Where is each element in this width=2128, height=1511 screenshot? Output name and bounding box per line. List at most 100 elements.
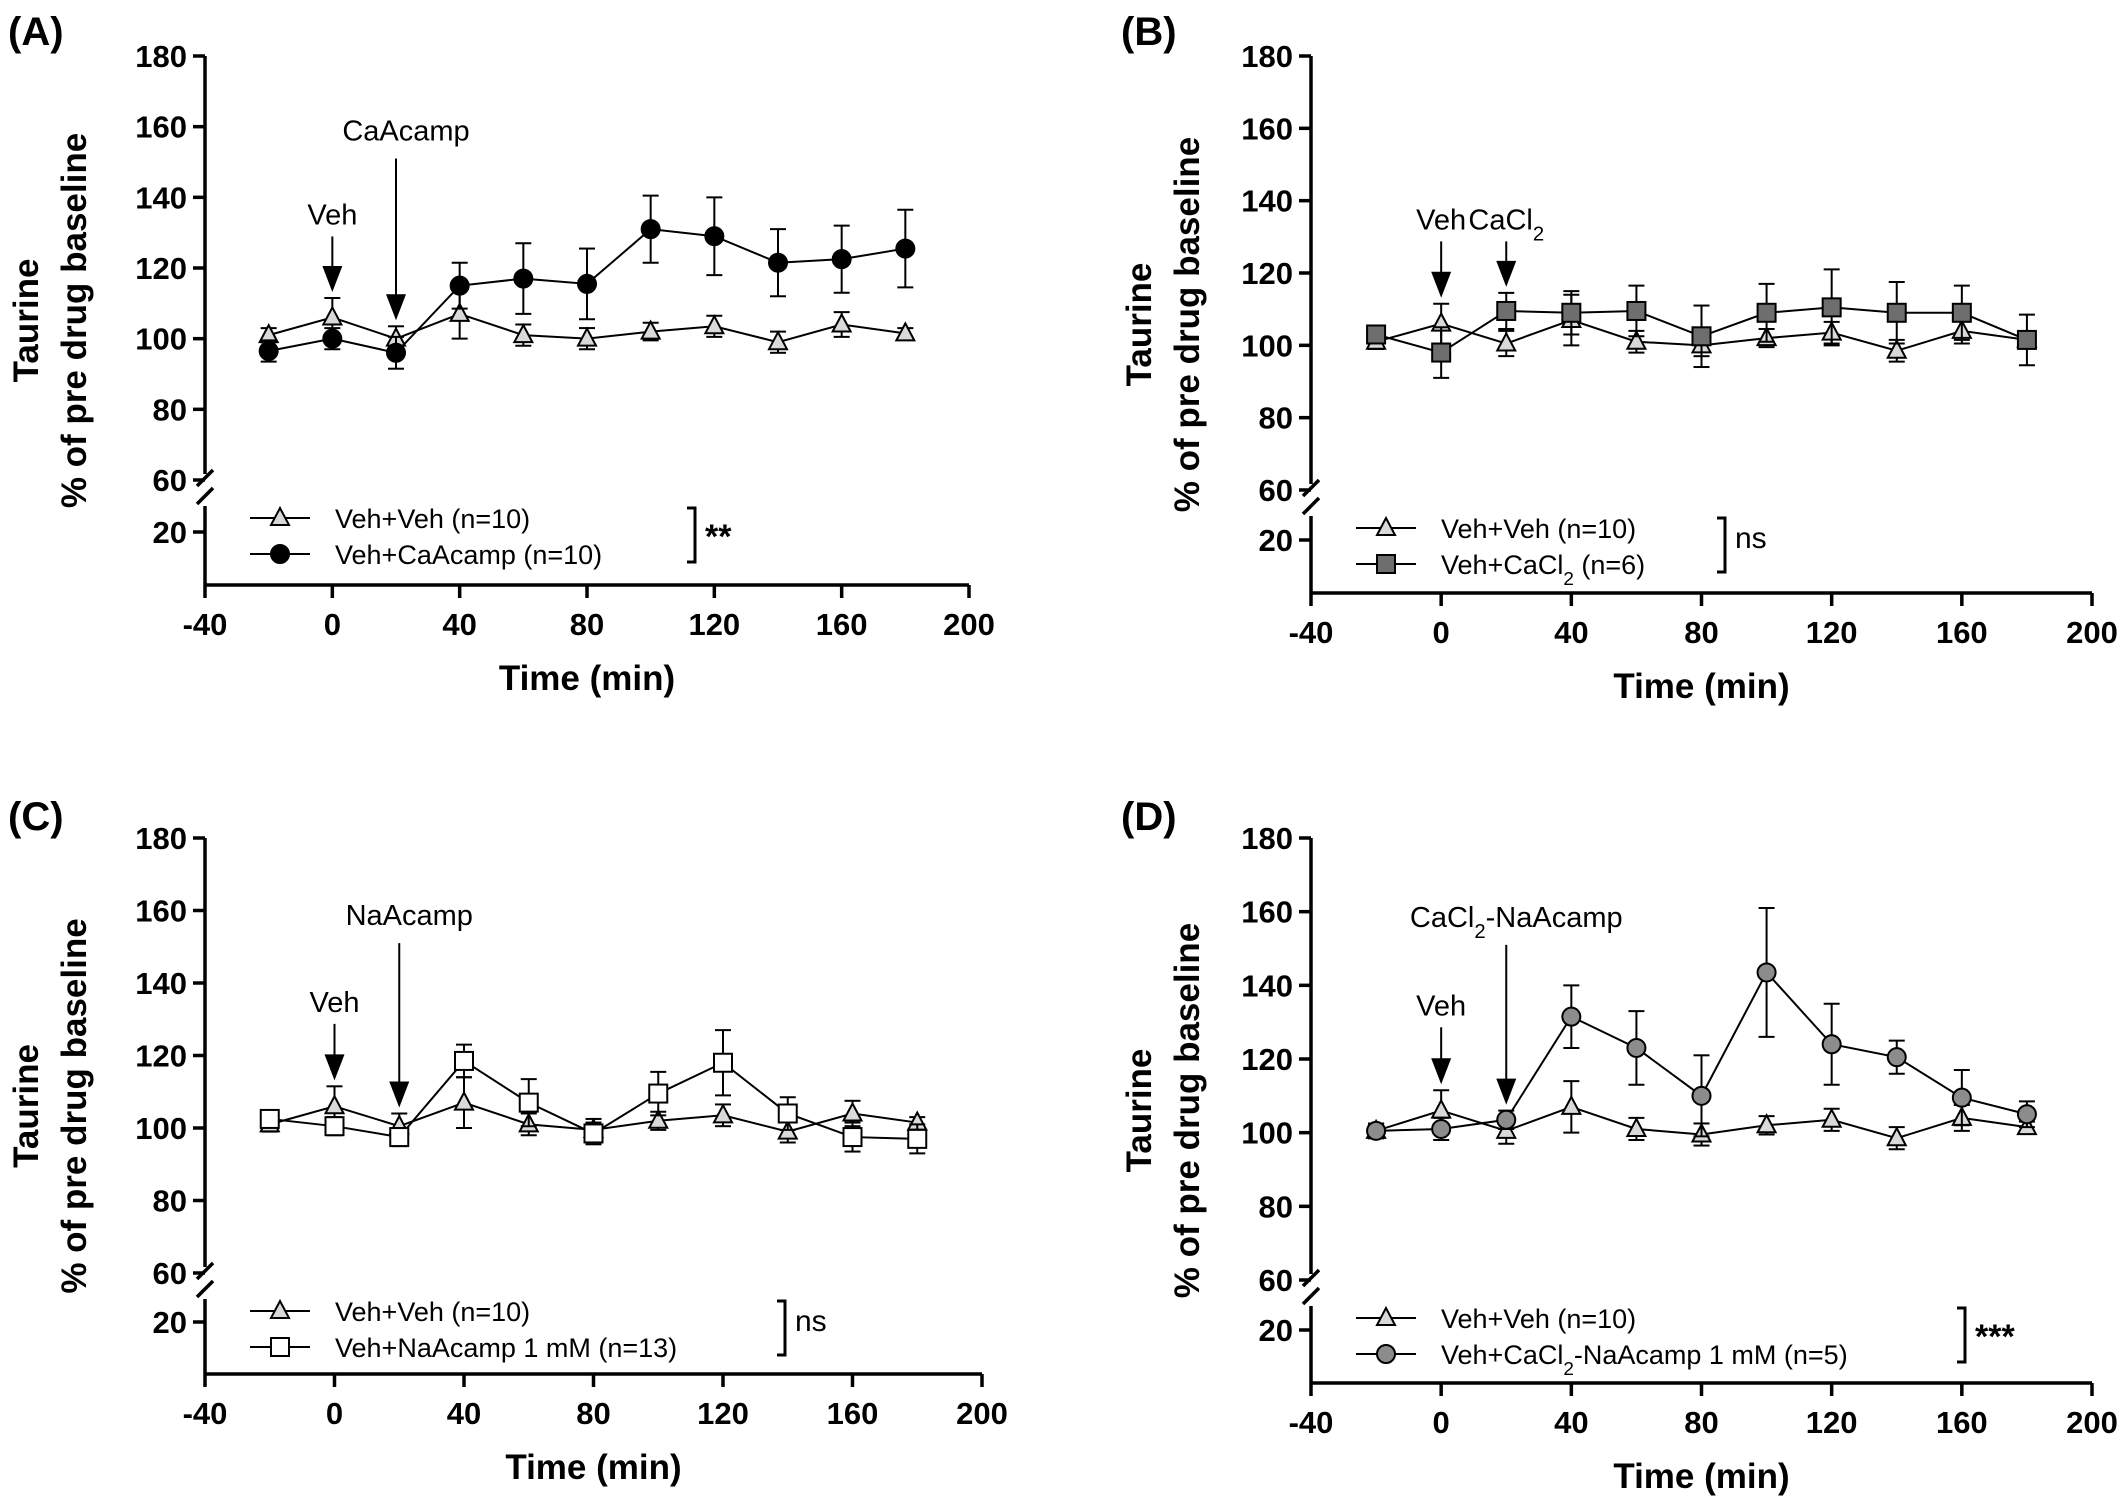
annotation-arrow: Veh xyxy=(1416,990,1466,1085)
data-point xyxy=(1821,297,1842,318)
data-point xyxy=(1886,1126,1908,1147)
data-point xyxy=(640,219,661,240)
annotation-label: CaCl2-NaAcamp xyxy=(1410,902,1623,943)
data-point xyxy=(321,305,343,326)
data-point xyxy=(1755,1113,1778,1134)
text-part: CaCl xyxy=(1410,902,1474,934)
annotation-arrow: Veh xyxy=(1416,204,1466,298)
annotation-label: Veh xyxy=(1416,990,1466,1022)
data-point xyxy=(640,319,662,340)
axis-break-mark xyxy=(1301,496,1321,516)
x-tick-label: 200 xyxy=(2066,1405,2118,1440)
data-point xyxy=(1886,1047,1907,1068)
series-2 xyxy=(1366,268,2037,379)
y-tick-label: 100 xyxy=(135,322,187,357)
arrow-head xyxy=(322,266,343,293)
x-tick-label: 200 xyxy=(2066,615,2118,650)
axis-break-mark xyxy=(195,486,215,506)
x-tick-label: -40 xyxy=(183,607,228,642)
data-point xyxy=(767,330,789,351)
y-tick-label: 120 xyxy=(1241,256,1293,291)
legend-marker xyxy=(1375,515,1397,536)
data-point xyxy=(323,1094,346,1115)
x-tick-label: 40 xyxy=(442,607,476,642)
data-point xyxy=(907,1128,928,1149)
axis-break-mark xyxy=(1301,1286,1321,1306)
y-tick-label: 140 xyxy=(1241,968,1293,1003)
data-point xyxy=(583,1123,604,1144)
x-tick-label: 200 xyxy=(956,1396,1008,1431)
y-tick-label: 100 xyxy=(1241,328,1293,363)
legend: Veh+Veh (n=10) Veh+NaAcamp 1 mM (n=13) ns xyxy=(250,1297,827,1363)
legend-marker xyxy=(1375,1305,1397,1326)
y-tick-label: 20 xyxy=(1259,1313,1293,1348)
y-tick-label: 60 xyxy=(153,463,187,498)
annotation-arrow: Veh xyxy=(310,987,360,1081)
legend-marker xyxy=(1376,1344,1396,1364)
arrow-head xyxy=(1496,260,1517,287)
text-subscript: 2 xyxy=(1563,569,1574,590)
y-tick-label: 20 xyxy=(153,515,187,550)
x-tick-label: 80 xyxy=(576,1396,610,1431)
y-tick-label: 140 xyxy=(135,966,187,1001)
y-tick-label: 100 xyxy=(135,1111,187,1146)
legend-marker xyxy=(270,1337,290,1357)
legend-label: Veh+Veh (n=10) xyxy=(1441,1304,1636,1334)
data-point xyxy=(1626,300,1647,321)
data-point xyxy=(1625,329,1648,350)
axis-break-mark xyxy=(195,1279,215,1299)
data-point xyxy=(324,1116,345,1137)
text-subscript: 2 xyxy=(1474,921,1485,943)
legend-marker xyxy=(1376,554,1396,574)
y-axis-title: % of pre drug baseline xyxy=(1168,137,1207,512)
legend-marker xyxy=(269,505,291,526)
data-point xyxy=(1821,1107,1843,1128)
chart-panel-c: (C) Taurine% of pre drug baseline 20 60 80 10… xyxy=(7,795,1008,1487)
data-point xyxy=(1691,1085,1712,1106)
annotation-arrow: CaCl2-NaAcamp xyxy=(1410,902,1623,1105)
data-point xyxy=(259,1108,280,1129)
y-tick-label: 160 xyxy=(1241,111,1293,146)
significance-label: ** xyxy=(705,518,732,556)
arrow-head xyxy=(1496,1078,1517,1105)
y-tick-label: 120 xyxy=(135,1039,187,1074)
annotation-label: Veh xyxy=(307,199,357,231)
panel-letter: (B) xyxy=(1121,10,1177,54)
data-point xyxy=(704,226,725,247)
panel-letter: (C) xyxy=(8,795,64,839)
legend-marker xyxy=(269,1298,291,1319)
y-tick-label: 20 xyxy=(153,1305,187,1340)
arrow-head xyxy=(1431,1058,1452,1085)
data-point xyxy=(1951,1087,1972,1108)
x-tick-label: 80 xyxy=(1684,1405,1718,1440)
series-2 xyxy=(259,1029,928,1155)
y-tick-label: 160 xyxy=(135,110,187,145)
data-point xyxy=(1691,326,1712,347)
data-point xyxy=(1886,338,1908,359)
axis-break-mark xyxy=(1301,478,1321,498)
x-tick-label: 40 xyxy=(1554,615,1588,650)
axis-break-mark xyxy=(195,468,215,488)
arrow-head xyxy=(386,294,406,321)
x-tick-label: 120 xyxy=(688,607,740,642)
data-point xyxy=(1431,342,1452,363)
x-tick-label: 0 xyxy=(1433,1405,1450,1440)
data-point xyxy=(453,1090,475,1111)
text-part: Veh+CaCl xyxy=(1441,550,1563,580)
y-tick-label: 120 xyxy=(1241,1042,1293,1077)
arrow-head xyxy=(389,1081,410,1108)
data-point xyxy=(454,1050,474,1071)
legend-label: Veh+CaCl2 (n=6) xyxy=(1441,550,1645,590)
y-tick-label: 80 xyxy=(1259,401,1293,436)
legend: Veh+Veh (n=10) Veh+CaCl2-NaAcamp 1 mM (n=… xyxy=(1356,1304,2015,1380)
y-axis-title: Taurine xyxy=(7,1044,46,1168)
significance-label: ns xyxy=(795,1305,827,1338)
data-point xyxy=(841,1101,864,1122)
axis-break-mark xyxy=(1301,1268,1321,1288)
legend-label: Veh+CaAcamp (n=10) xyxy=(335,540,602,570)
data-point xyxy=(386,342,406,363)
data-point xyxy=(322,328,343,349)
data-point xyxy=(1561,1006,1582,1027)
data-point xyxy=(1430,1098,1452,1119)
panel-letter: (A) xyxy=(8,10,64,54)
